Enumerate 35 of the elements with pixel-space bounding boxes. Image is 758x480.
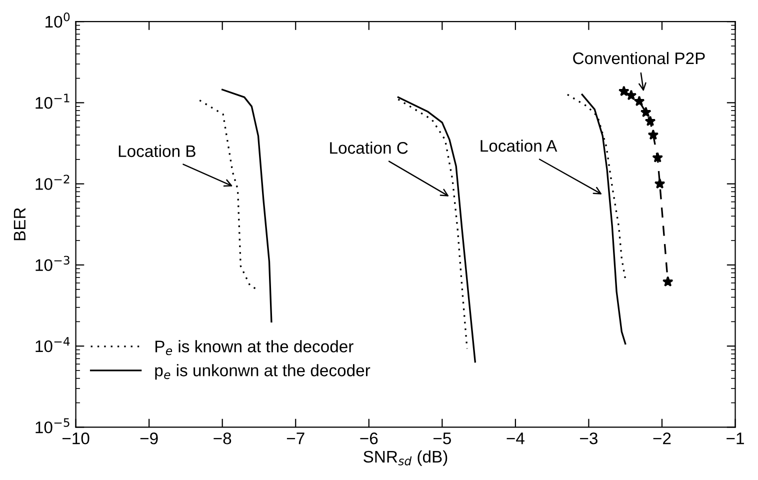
y-tick-label: 10$^{−1}$ bbox=[36, 94, 70, 109]
point bbox=[654, 178, 666, 189]
legend-label: p$_{e}$ is unkonwn at the decoder bbox=[155, 364, 370, 380]
line-series bbox=[222, 88, 272, 322]
x-tick-label: −1 bbox=[726, 432, 744, 444]
x-tick-label: −8 bbox=[214, 432, 232, 444]
x-tick-label: −7 bbox=[286, 432, 304, 444]
point bbox=[652, 152, 664, 162]
x-tick-label: −6 bbox=[360, 432, 378, 444]
point bbox=[640, 106, 652, 118]
y-tick-label: 10$^{−4}$ bbox=[36, 337, 70, 352]
x-axis-title: SNR$_{sd}$ (dB) bbox=[364, 450, 448, 466]
annotation: Location A bbox=[480, 140, 558, 152]
point bbox=[634, 96, 645, 106]
y-tick-label: 10$^{−3}$ bbox=[36, 256, 70, 272]
point bbox=[648, 129, 659, 140]
annotation: Location B bbox=[118, 144, 196, 158]
y-axis-title: BER bbox=[14, 208, 26, 240]
x-tick-label: −5 bbox=[433, 432, 451, 444]
point bbox=[626, 90, 637, 100]
y-tick-label: 10$^{0}$ bbox=[46, 12, 70, 28]
point bbox=[644, 116, 656, 126]
x-tick-label: −9 bbox=[140, 432, 158, 444]
line-series bbox=[198, 100, 258, 290]
legend-label: P$_{e}$ is known at the decoder bbox=[156, 340, 354, 356]
y-tick-label: 10$^{−5}$ bbox=[36, 418, 70, 434]
annotation: Conventional P2P bbox=[573, 52, 705, 64]
annotation: Location C bbox=[330, 142, 408, 154]
y-tick-label: 10$^{−2}$ bbox=[36, 174, 70, 190]
point bbox=[662, 276, 674, 287]
point bbox=[618, 86, 630, 96]
x-tick-label: −2 bbox=[653, 432, 671, 444]
x-tick-label: −3 bbox=[580, 432, 598, 444]
x-tick-label: −10 bbox=[62, 432, 90, 444]
x-tick-label: −4 bbox=[506, 432, 524, 444]
